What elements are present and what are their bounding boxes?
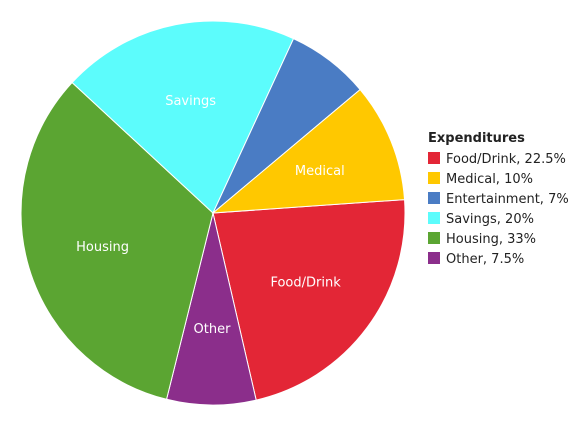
pie-slice-savings [71, 20, 295, 214]
pie-slice-food-drink [212, 199, 406, 401]
legend-swatch-housing [428, 232, 440, 244]
legend-label-medical: Medical, 10% [446, 172, 533, 187]
pie-slices [20, 20, 406, 406]
legend-label-savings: Savings, 20% [446, 212, 534, 227]
legend-label-other: Other, 7.5% [446, 252, 524, 267]
legend-swatch-entertainment [428, 192, 440, 204]
legend-swatch-medical [428, 172, 440, 184]
legend-title: Expenditures [428, 131, 525, 146]
legend-swatch-savings [428, 212, 440, 224]
slice-label-medical: Medical [295, 164, 345, 179]
pie-slice-medical [211, 88, 406, 214]
slice-labels: Food/Drink Other Housing Savings Medical [76, 94, 345, 337]
slice-label-other: Other [194, 322, 232, 337]
legend-label-food-drink: Food/Drink, 22.5% [446, 152, 566, 167]
pie-slice-housing [20, 81, 214, 400]
legend-swatch-food-drink [428, 152, 440, 164]
legend-swatch-other [428, 252, 440, 264]
legend-label-entertainment: Entertainment, 7% [446, 192, 569, 207]
slice-label-housing: Housing [76, 240, 129, 255]
slice-label-savings: Savings [165, 94, 216, 109]
slice-label-food-drink: Food/Drink [270, 276, 341, 291]
legend: Expenditures Food/Drink, 22.5% Medical, 1… [428, 131, 569, 267]
legend-label-housing: Housing, 33% [446, 232, 536, 247]
